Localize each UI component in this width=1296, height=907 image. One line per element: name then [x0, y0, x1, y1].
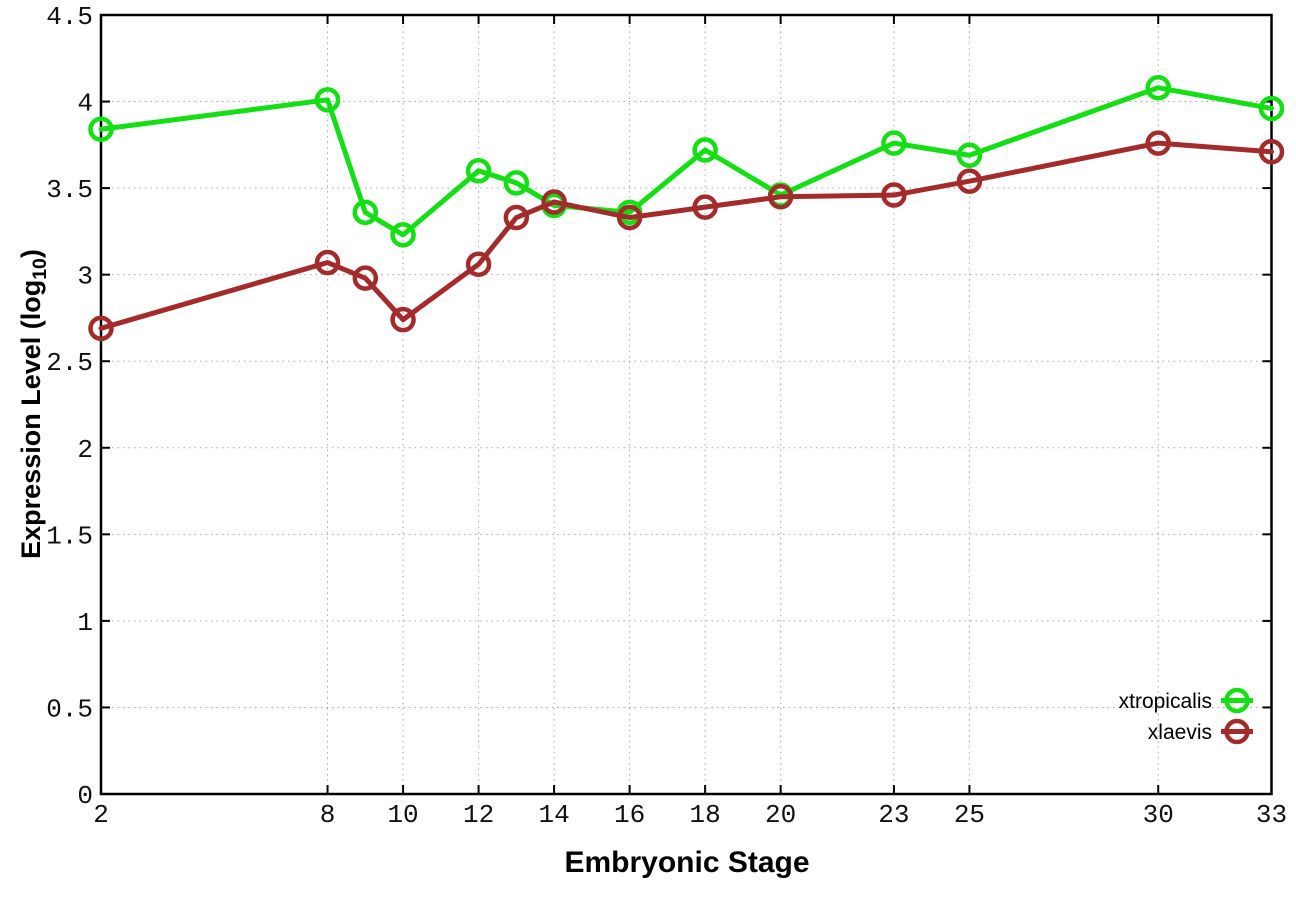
y-tick-label: 2: [77, 435, 93, 465]
marker-xtropicalis: [465, 158, 492, 184]
y-tick-label: 4.5: [46, 2, 93, 32]
y-axis-title-close: ): [15, 249, 46, 259]
y-tick-label: 2.5: [46, 348, 93, 378]
marker-xtropicalis: [881, 130, 907, 156]
legend-marker-xtropicalis: [1224, 687, 1250, 714]
x-tick-label: 16: [614, 800, 645, 830]
x-axis-title: Embryonic Stage: [564, 846, 810, 879]
x-tick-label: 2: [93, 800, 109, 830]
marker-xlaevis: [956, 168, 983, 194]
y-axis-title-text: Expression Level (log: [15, 279, 46, 559]
marker-xlaevis: [390, 306, 416, 333]
series-line-xtropicalis: [98, 85, 1274, 238]
marker-xlaevis: [88, 315, 114, 342]
y-tick-label: 4: [77, 89, 93, 119]
marker-xtropicalis: [956, 142, 983, 168]
series-line-xlaevis: [98, 140, 1274, 331]
marker-xtropicalis: [692, 137, 718, 163]
marker-xlaevis: [616, 204, 643, 231]
x-tick-label: 30: [1143, 800, 1174, 830]
marker-xlaevis: [1258, 139, 1285, 165]
y-tick-label: 3: [77, 262, 93, 292]
marker-xlaevis: [352, 265, 379, 291]
marker-xtropicalis: [1145, 74, 1171, 101]
marker-xlaevis: [541, 189, 567, 215]
x-tick-label: 18: [690, 800, 721, 830]
marker-xlaevis: [465, 251, 492, 278]
y-tick-label: 0: [77, 781, 93, 811]
legend-label-xlaevis: xlaevis: [1148, 721, 1212, 744]
marker-xlaevis: [692, 194, 718, 220]
marker-xtropicalis: [390, 222, 416, 248]
x-tick-label: 33: [1256, 800, 1287, 830]
marker-xtropicalis: [1258, 95, 1285, 122]
y-tick-label: 1.5: [46, 521, 93, 551]
marker-xtropicalis: [88, 116, 114, 143]
x-tick-label: 8: [320, 800, 336, 830]
x-tick-label: 10: [387, 800, 418, 830]
x-tick-label: 23: [878, 800, 909, 830]
y-axis-title-subscript: 10: [29, 258, 52, 280]
x-tick-label: 20: [765, 800, 796, 830]
y-tick-label: 3.5: [46, 175, 93, 205]
marker-xtropicalis: [503, 170, 530, 196]
plot-border: [99, 13, 1273, 796]
x-tick-label: 12: [463, 800, 494, 830]
marker-xtropicalis: [352, 199, 379, 226]
marker-xlaevis: [314, 249, 341, 276]
x-tick-label: 14: [538, 800, 569, 830]
marker-xlaevis: [767, 184, 794, 210]
marker-xlaevis: [1145, 130, 1171, 156]
x-tick-label: 25: [954, 800, 985, 830]
y-tick-label: 0.5: [46, 694, 93, 724]
legend-marker-xlaevis: [1224, 718, 1250, 745]
marker-xlaevis: [503, 204, 530, 231]
marker-xtropicalis: [314, 87, 341, 113]
y-axis-title: Expression Level (log10): [16, 249, 52, 559]
y-tick-label: 1: [77, 608, 93, 638]
marker-xlaevis: [881, 182, 907, 208]
legend-label-xtropicalis: xtropicalis: [1119, 690, 1212, 713]
